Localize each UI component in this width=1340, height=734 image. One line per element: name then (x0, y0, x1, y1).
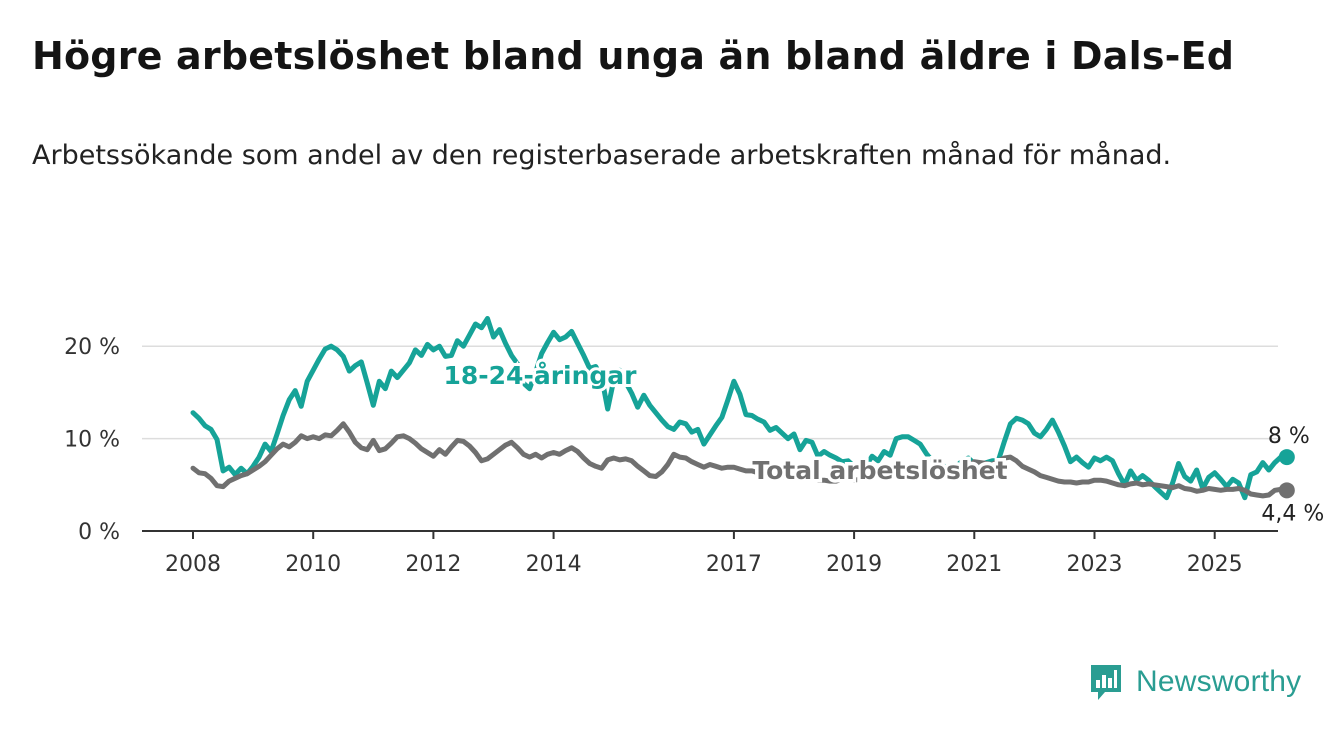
series-label-youth: 18-24-åringar (444, 361, 638, 390)
y-tick-label: 20 % (64, 335, 120, 360)
series-line-total (190, 421, 1290, 499)
x-tick-label: 2008 (165, 552, 221, 577)
x-tick-label: 2025 (1187, 552, 1243, 577)
newsworthy-logo-icon (1091, 665, 1121, 700)
end-value-label-youth: 8 % (1268, 424, 1310, 449)
brand-name: Newsworthy (1136, 665, 1302, 698)
series-line-youth (190, 316, 1290, 501)
x-tick-label: 2021 (946, 552, 1002, 577)
y-tick-label: 10 % (64, 428, 120, 453)
x-tick-label: 2014 (526, 552, 582, 577)
x-tick-label: 2023 (1067, 552, 1123, 577)
end-point-youth (1278, 449, 1295, 466)
newsworthy-brand[interactable]: Newsworthy (1088, 660, 1301, 704)
x-tick-label: 2017 (706, 552, 762, 577)
line-chart: 0 % 10 % 20 % 2008 2010 2012 2014 2017 2019 2021 2… (64, 316, 1324, 577)
chart-subtitle: Arbetssökande som andel av den registerb… (32, 140, 1172, 171)
x-tick-label: 2010 (285, 552, 341, 577)
end-value-label-total: 4,4 % (1261, 501, 1324, 526)
x-tick-label: 2012 (405, 552, 461, 577)
end-point-total (1278, 482, 1295, 499)
x-tick-label: 2019 (826, 552, 882, 577)
series-label-total: Total arbetslöshet (752, 456, 1007, 485)
y-tick-label: 0 % (78, 520, 120, 545)
chart-title: Högre arbetslöshet bland unga än bland ä… (32, 34, 1235, 78)
